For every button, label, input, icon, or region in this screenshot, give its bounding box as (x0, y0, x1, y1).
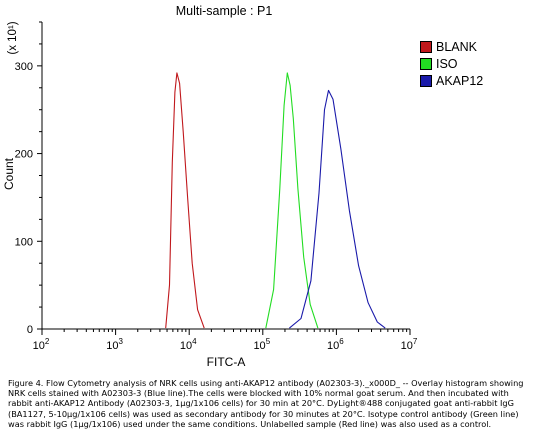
y-tick-label: 200 (15, 149, 33, 161)
caption-line: (BA1127, 5-10µg/1x106 cells) was used as… (8, 408, 519, 419)
x-tick-label: 104 (180, 337, 197, 352)
legend-swatch-blank (420, 40, 432, 53)
legend-label-iso: ISO (436, 56, 458, 71)
x-tick-label: 106 (327, 337, 344, 352)
x-tick-label: 107 (401, 337, 418, 352)
legend: BLANK ISO AKAP12 (420, 38, 483, 89)
chart-title: Multi-sample : P1 (176, 4, 273, 18)
x-tick-label: 102 (33, 337, 50, 352)
y-axis-multiplier: (x 10¹) (7, 21, 19, 54)
y-axis-label: Count (2, 157, 16, 190)
legend-swatch-akap12 (420, 74, 432, 87)
y-tick-label: 300 (15, 61, 33, 73)
legend-swatch-iso (420, 57, 432, 70)
x-tick-label: 105 (253, 337, 270, 352)
series-line-blank (165, 72, 205, 329)
flow-cytometry-histogram: Multi-sample : P1 (x 10¹) Count FITC-A 0… (2, 4, 418, 369)
legend-item-akap12: AKAP12 (420, 72, 483, 89)
legend-item-blank: BLANK (420, 38, 483, 55)
figure-caption: Figure 4. Flow Cytometry analysis of NRK… (8, 378, 540, 429)
caption-line: NRK cells stained with A02303-3 (Blue li… (8, 388, 509, 399)
series-line-iso (265, 72, 319, 329)
caption-line: was rabbit IgG (1µg/1x106) used under th… (8, 418, 492, 429)
y-tick-label: 0 (27, 324, 33, 336)
caption-line: Figure 4. Flow Cytometry analysis of NRK… (8, 378, 524, 388)
x-tick-label: 103 (106, 337, 123, 352)
caption-line: rabbit anti-AKAP12 Antibody (A02303-3, 1… (8, 398, 514, 409)
legend-label-akap12: AKAP12 (436, 73, 484, 88)
plot-area: 0 100 200 300 102 103 104 105 106 107 (15, 21, 418, 352)
x-axis-label: FITC-A (207, 355, 246, 369)
series-line-akap12 (289, 89, 386, 329)
y-tick-label: 100 (15, 236, 33, 248)
legend-label-blank: BLANK (436, 39, 477, 54)
legend-item-iso: ISO (420, 55, 483, 72)
